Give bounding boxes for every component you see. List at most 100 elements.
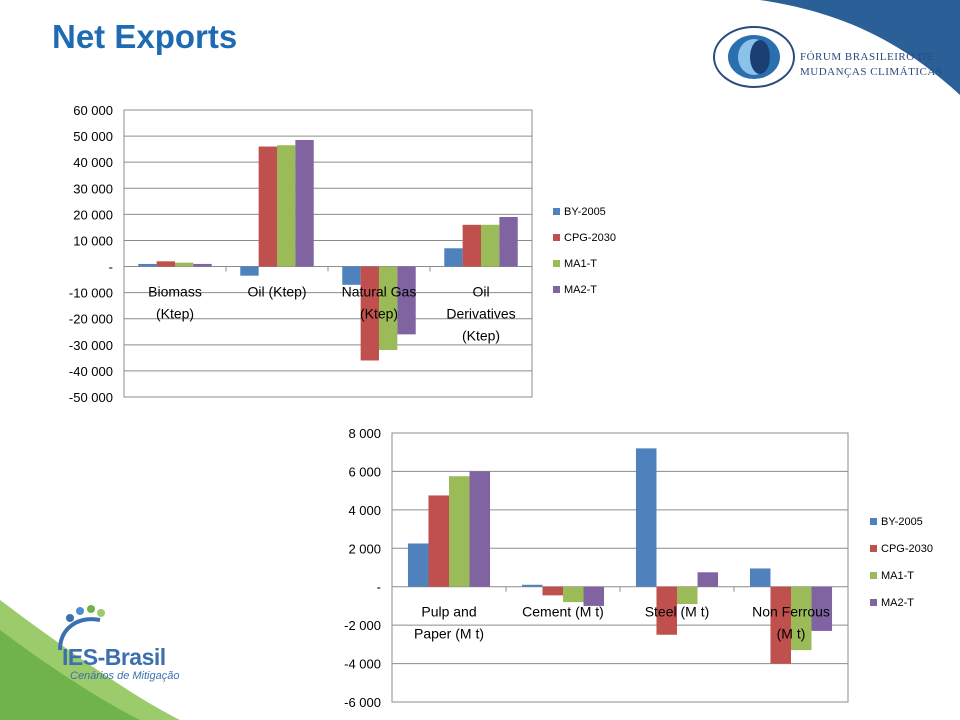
bar-by-2005 — [444, 248, 463, 267]
y-tick-label: 6 000 — [348, 464, 381, 479]
category-label-line: (Ktep) — [462, 328, 500, 344]
bar-ma2-t — [397, 266, 416, 335]
category-label-line: Derivatives — [446, 306, 515, 322]
legend-label: MA1-T — [564, 258, 597, 270]
chart-1: 60 000 50 000 40 000 30 000 20 000 10 000 - -10… — [69, 103, 616, 405]
legend-label: BY-2005 — [564, 206, 606, 218]
legend-swatch — [870, 572, 877, 579]
legend-label: MA2-T — [564, 284, 597, 296]
y-tick-label: 2 000 — [348, 541, 381, 556]
bar-by-2005 — [407, 543, 429, 587]
bar-ma2-t — [469, 471, 491, 587]
category-label: Oil (Ktep) — [247, 284, 306, 300]
y-tick-label: -20 000 — [69, 312, 113, 327]
bar-cpg-2030 — [656, 586, 677, 635]
bar-ma1-t — [481, 224, 500, 267]
bar-by-2005 — [521, 584, 543, 587]
y-tick-label: -4 000 — [344, 657, 381, 672]
legend-label: MA2-T — [881, 597, 914, 609]
bar-cpg-2030 — [360, 266, 379, 361]
forum-logo-text: Fórum Brasileiro de Mudanças Climáticas — [800, 50, 942, 80]
bar-ma1-t — [379, 266, 398, 351]
category-label-line: Pulp and — [421, 604, 476, 620]
bar-ma2-t — [193, 263, 212, 267]
bar-ma1-t — [791, 586, 812, 651]
forum-logo-line2: Mudanças Climáticas — [800, 66, 943, 78]
y-tick-label: -40 000 — [69, 364, 113, 379]
y-tick-label: 40 000 — [73, 155, 113, 170]
category-label: Cement (M t) — [522, 604, 604, 620]
top-right-wave — [760, 0, 960, 95]
y-tick-label: 60 000 — [73, 103, 113, 118]
legend-label: BY-2005 — [881, 516, 923, 528]
category-label-line: (M t) — [777, 626, 806, 642]
category-label: Biomass (Ktep) — [148, 284, 202, 322]
bar-by-2005 — [749, 568, 771, 587]
y-tick-label: 50 000 — [73, 129, 113, 144]
category-label-line: Paper (M t) — [414, 626, 484, 642]
category-label: Pulp and Paper (M t) — [414, 604, 484, 642]
bar-ma2-t — [811, 586, 833, 631]
legend-swatch — [870, 518, 877, 525]
forum-logo-line1: Fórum Brasileiro de — [800, 51, 934, 63]
category-label-line: Biomass — [148, 284, 202, 300]
category-label: Non Ferrous (M t) — [752, 604, 830, 642]
bar-by-2005 — [635, 448, 657, 587]
bar-ma1-t — [175, 262, 194, 267]
category-label-line: Non Ferrous — [752, 604, 830, 620]
legend-swatch — [553, 260, 560, 267]
bar-cpg-2030 — [462, 224, 481, 267]
chart-2: 8 000 6 000 4 000 2 000 - -2 000 -4 000 -6 000 P… — [344, 426, 933, 710]
legend-label: CPG-2030 — [564, 232, 616, 244]
category-label-line: Steel (M t) — [645, 604, 710, 620]
y-tick-label: - — [109, 260, 113, 275]
legend-swatch — [870, 545, 877, 552]
category-label-line: Oil (Ktep) — [247, 284, 306, 300]
y-tick-label: -2 000 — [344, 618, 381, 633]
bottom-left-wave-inner — [0, 630, 140, 720]
ies-logo-name: IES-Brasil — [62, 644, 166, 670]
slide-title: Net Exports — [52, 18, 238, 55]
category-label-line: (Ktep) — [360, 306, 398, 322]
y-tick-label: 30 000 — [73, 181, 113, 196]
y-tick-label: 8 000 — [348, 426, 381, 441]
y-tick-label: -30 000 — [69, 338, 113, 353]
bar-ma1-t — [677, 586, 698, 605]
bar-ma1-t — [277, 145, 296, 267]
legend-swatch — [553, 286, 560, 293]
bar-cpg-2030 — [258, 146, 277, 267]
bar-ma2-t — [295, 140, 314, 267]
y-tick-label: -10 000 — [69, 286, 113, 301]
legend-swatch — [553, 234, 560, 241]
y-tick-label: 20 000 — [73, 207, 113, 222]
bar-ma2-t — [583, 586, 605, 606]
category-label-line: Oil — [472, 284, 489, 300]
y-tick-label: - — [377, 580, 381, 595]
ies-logo-tagline: Cenários de Mitigação — [70, 670, 180, 682]
forum-logo-icon — [713, 26, 795, 88]
legend-swatch — [870, 599, 877, 606]
bar-ma2-t — [697, 572, 719, 587]
category-label: Natural Gas (Ktep) — [342, 284, 417, 322]
legend-label: MA1-T — [881, 570, 914, 582]
bar-ma2-t — [499, 216, 518, 267]
bar-by-2005 — [240, 266, 259, 276]
category-label-line: Natural Gas — [342, 284, 417, 300]
plot-area — [391, 432, 849, 703]
legend-swatch — [553, 208, 560, 215]
category-label: Steel (M t) — [645, 604, 710, 620]
bar-cpg-2030 — [770, 586, 791, 664]
y-tick-label: -6 000 — [344, 695, 381, 710]
bar-by-2005 — [342, 266, 361, 285]
category-label-line: Cement (M t) — [522, 604, 604, 620]
bar-ma1-t — [563, 586, 584, 603]
y-tick-label: -50 000 — [69, 390, 113, 405]
bar-by-2005 — [138, 263, 157, 267]
bar-cpg-2030 — [156, 261, 175, 267]
bar-ma1-t — [449, 476, 470, 587]
y-tick-label: 10 000 — [73, 233, 113, 248]
bar-cpg-2030 — [428, 495, 449, 587]
category-label: Oil Derivatives (Ktep) — [446, 284, 515, 344]
